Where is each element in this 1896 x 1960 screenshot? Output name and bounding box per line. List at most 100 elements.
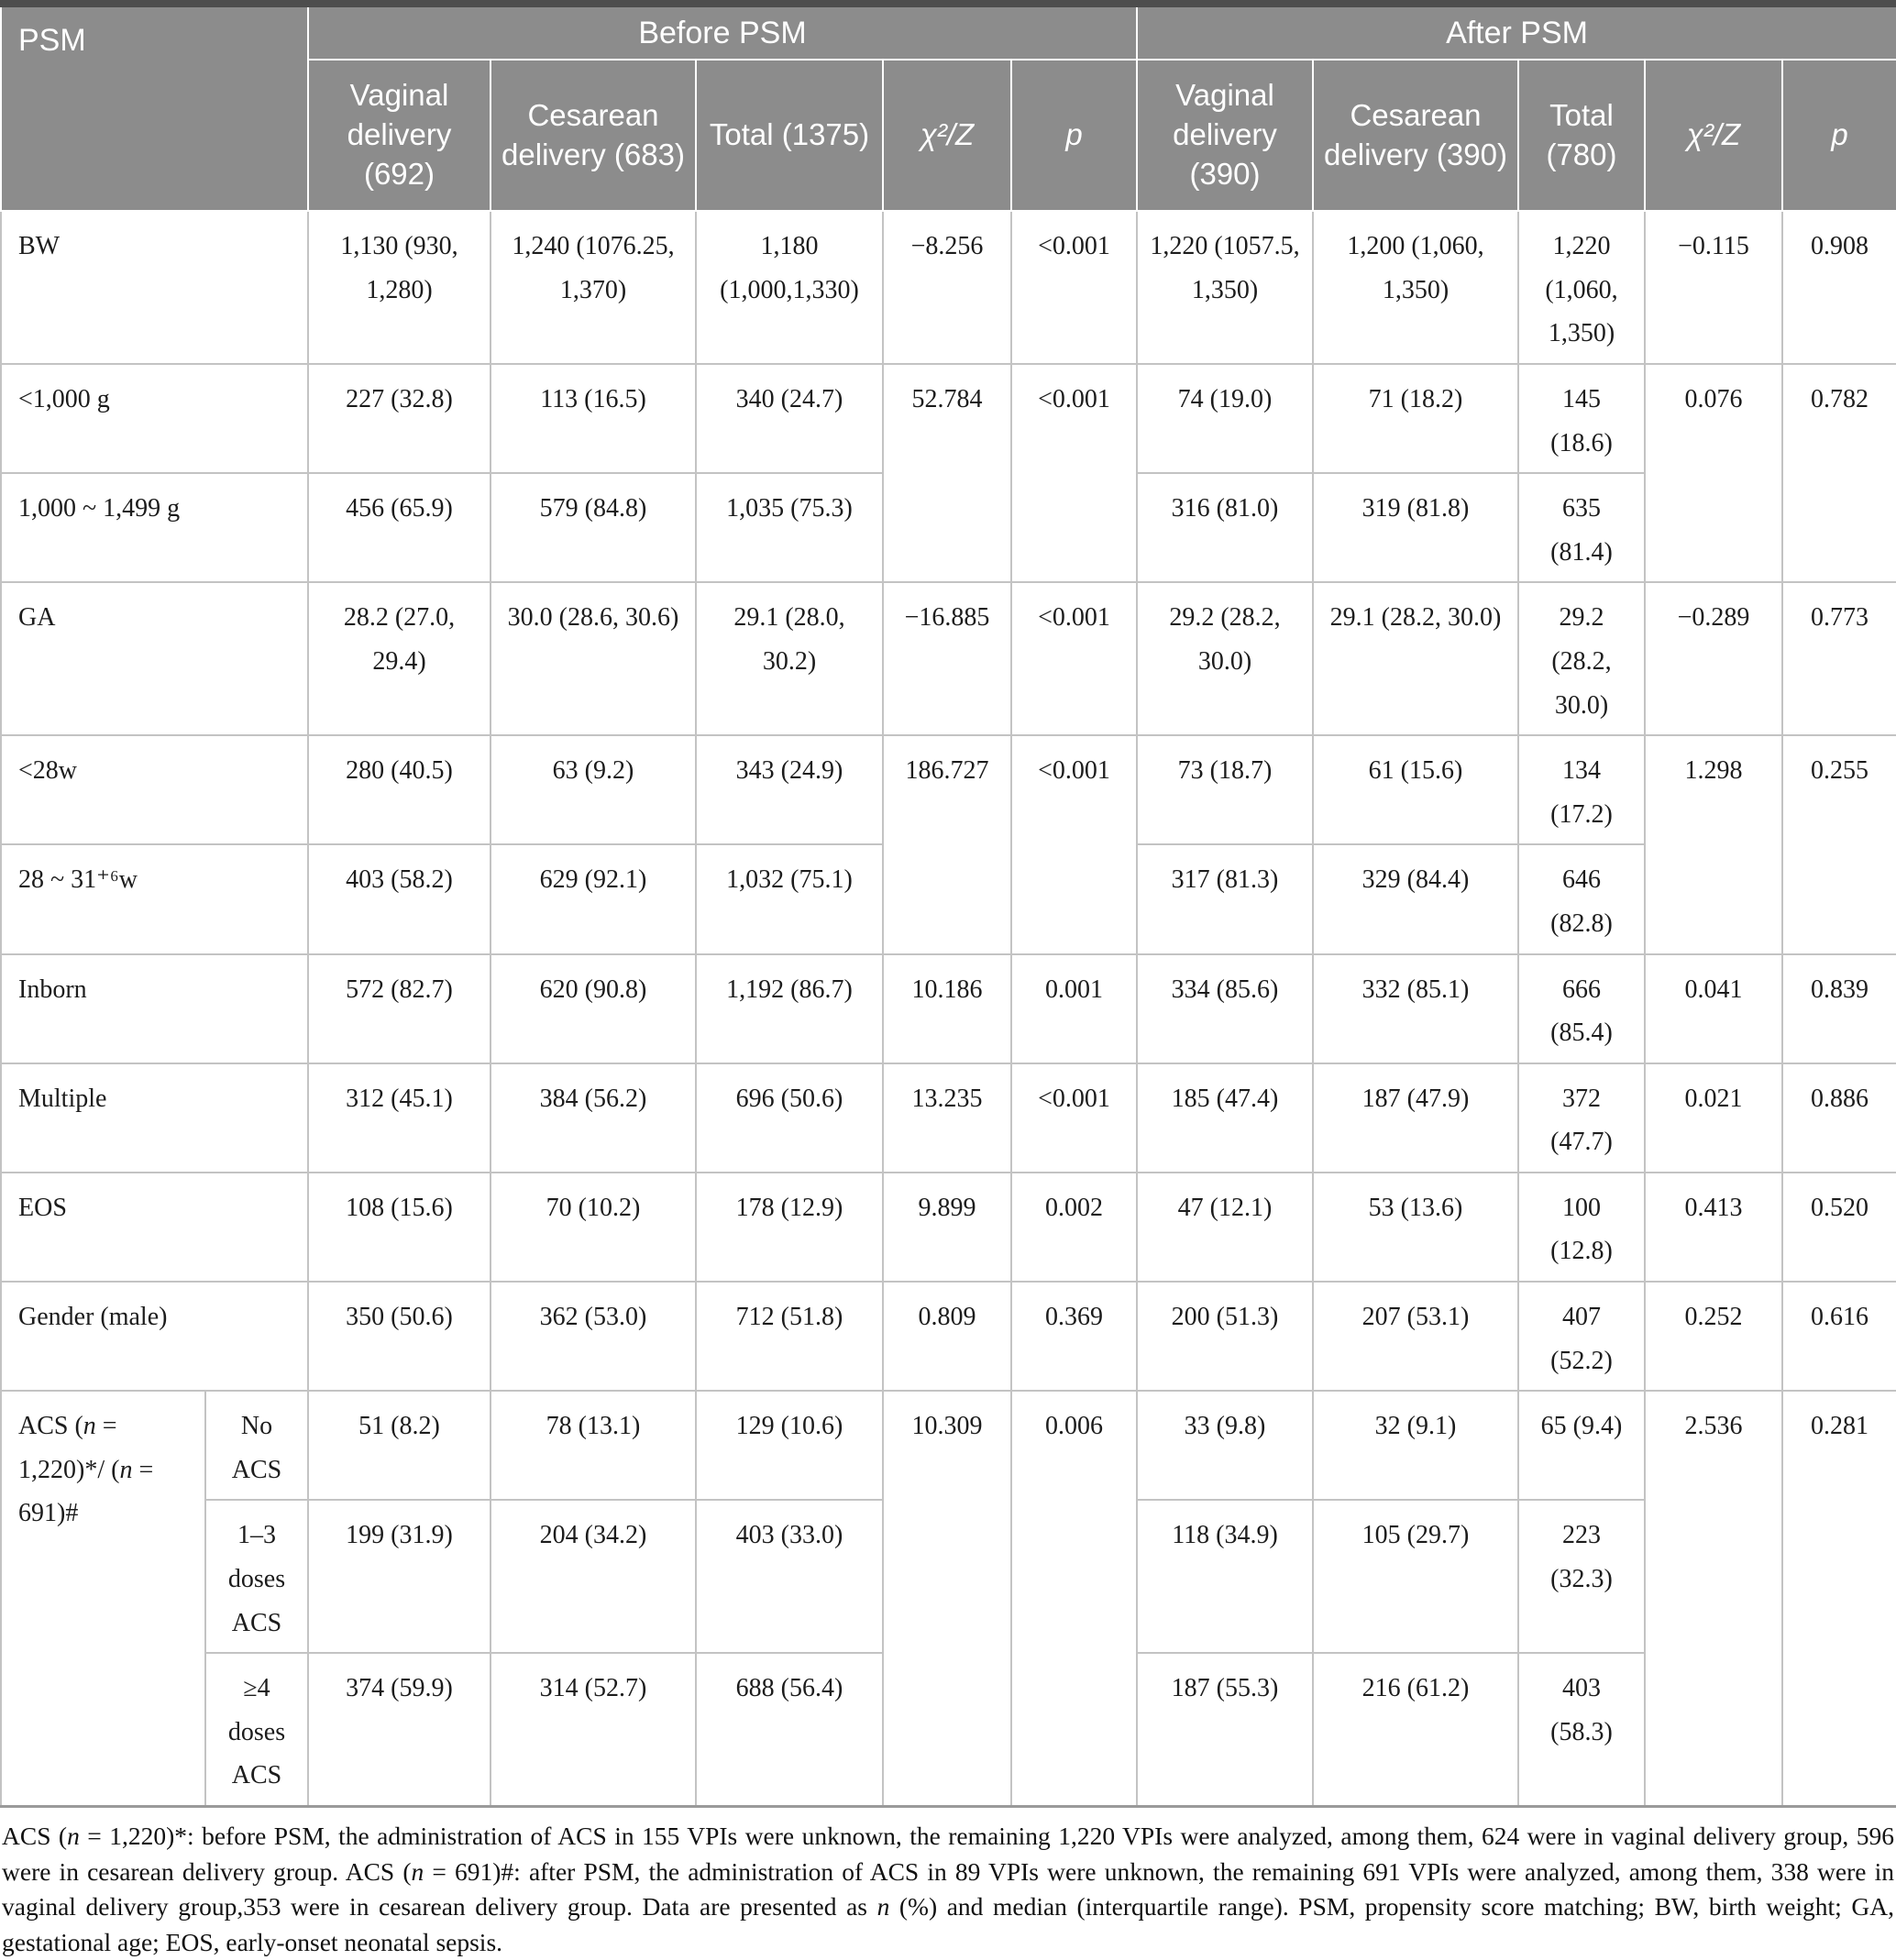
cell-eos-p-after: 0.520: [1780, 1171, 1896, 1283]
cell-acs-d4-vaginal-after: 187 (55.3): [1136, 1652, 1314, 1808]
cell-acs-d13-cesarean-after: 105 (29.7): [1312, 1499, 1519, 1655]
cell-ga-vaginal-before: 28.2 (27.0, 29.4): [307, 581, 491, 737]
cell-w2831-total-after: 646 (82.8): [1517, 843, 1646, 955]
cell-multiple-total-before: 696 (50.6): [695, 1062, 884, 1173]
cell-lt28w-total-after: 134 (17.2): [1517, 734, 1646, 846]
cell-eos-p-before: 0.002: [1010, 1171, 1138, 1283]
cell-eos-vaginal-before: 108 (15.6): [307, 1171, 491, 1283]
cell-multiple-total-after: 372 (47.7): [1517, 1062, 1646, 1173]
cell-bw-p-after: 0.908: [1780, 210, 1896, 365]
group-header-after-psm: After PSM: [1135, 2, 1896, 61]
cell-bw-p-before: <0.001: [1010, 210, 1138, 365]
cell-bw-total-after: 1,220 (1,060, 1,350): [1517, 210, 1646, 365]
cell-lt1000-total-after: 145 (18.6): [1517, 362, 1646, 475]
cell-ga-vaginal-after: 29.2 (28.2, 30.0): [1136, 581, 1314, 737]
cell-ga-cesarean-after: 29.1 (28.2, 30.0): [1312, 581, 1519, 737]
cell-lt1000-cesarean-before: 113 (16.5): [490, 362, 697, 475]
cell-gagroup-chi-before: 186.727: [882, 734, 1012, 955]
cell-w2831-cesarean-after: 329 (84.4): [1312, 843, 1519, 955]
table-row-lt1000g: <1,000 g 227 (32.8) 113 (16.5) 340 (24.7…: [0, 362, 1896, 584]
cell-w1000-vaginal-after: 316 (81.0): [1136, 472, 1314, 584]
cell-acs-d4-total-before: 688 (56.4): [695, 1652, 884, 1808]
cell-acs-no-cesarean-after: 32 (9.1): [1312, 1390, 1519, 1502]
cell-acs-d4-cesarean-before: 314 (52.7): [490, 1652, 697, 1808]
group-header-before-psm: Before PSM: [307, 2, 1138, 61]
row-label-acs: ACS (n = 1,220)*/ (n = 691)#: [0, 1390, 206, 1808]
col-header-cesarean-before: Cesarean delivery (683): [490, 59, 697, 213]
cell-gender-total-before: 712 (51.8): [695, 1281, 884, 1393]
cell-bw-cesarean-before: 1,240 (1076.25, 1,370): [490, 210, 697, 365]
cell-lt1000-cesarean-after: 71 (18.2): [1312, 362, 1519, 475]
cell-acs-d4-total-after: 403 (58.3): [1517, 1652, 1646, 1808]
cell-inborn-total-after: 666 (85.4): [1517, 952, 1646, 1064]
table-row-acs-no: ACS (n = 1,220)*/ (n = 691)# No ACS 51 (…: [0, 1390, 1896, 1808]
table-row-gender: Gender (male) 350 (50.6) 362 (53.0) 712 …: [0, 1281, 1896, 1393]
row-label-gender: Gender (male): [0, 1281, 309, 1393]
cell-inborn-cesarean-after: 332 (85.1): [1312, 952, 1519, 1064]
cell-w1000-cesarean-before: 579 (84.8): [490, 472, 697, 584]
table-row-multiple: Multiple 312 (45.1) 384 (56.2) 696 (50.6…: [0, 1062, 1896, 1173]
cell-inborn-p-before: 0.001: [1010, 952, 1138, 1064]
cell-acs-no-vaginal-after: 33 (9.8): [1136, 1390, 1314, 1502]
cell-multiple-vaginal-after: 185 (47.4): [1136, 1062, 1314, 1173]
cell-bwgroup-p-before: <0.001: [1010, 362, 1138, 584]
table-row-ga: GA 28.2 (27.0, 29.4) 30.0 (28.6, 30.6) 2…: [0, 581, 1896, 737]
cell-eos-chi-before: 9.899: [882, 1171, 1012, 1283]
cell-acs-d13-vaginal-before: 199 (31.9): [307, 1499, 491, 1655]
cell-ga-cesarean-before: 30.0 (28.6, 30.6): [490, 581, 697, 737]
cell-w2831-cesarean-before: 629 (92.1): [490, 843, 697, 955]
cell-gagroup-p-after: 0.255: [1780, 734, 1896, 955]
cell-ga-total-before: 29.1 (28.0, 30.2): [695, 581, 884, 737]
cell-eos-total-before: 178 (12.9): [695, 1171, 884, 1283]
cell-eos-cesarean-before: 70 (10.2): [490, 1171, 697, 1283]
cell-acs-d13-vaginal-after: 118 (34.9): [1136, 1499, 1314, 1655]
corner-header-psm: PSM: [0, 2, 309, 213]
cell-bw-chi-after: −0.115: [1644, 210, 1783, 365]
cell-bwgroup-chi-after: 0.076: [1644, 362, 1783, 584]
cell-gender-total-after: 407 (52.2): [1517, 1281, 1646, 1393]
cell-multiple-vaginal-before: 312 (45.1): [307, 1062, 491, 1173]
cell-w1000-total-before: 1,035 (75.3): [695, 472, 884, 584]
cell-ga-p-before: <0.001: [1010, 581, 1138, 737]
cell-lt28w-vaginal-before: 280 (40.5): [307, 734, 491, 846]
cell-eos-cesarean-after: 53 (13.6): [1312, 1171, 1519, 1283]
cell-acs-d13-total-after: 223 (32.3): [1517, 1499, 1646, 1655]
cell-gender-p-before: 0.369: [1010, 1281, 1138, 1393]
col-header-vaginal-after: Vaginal delivery (390): [1136, 59, 1314, 213]
cell-ga-p-after: 0.773: [1780, 581, 1896, 737]
row-label-eos: EOS: [0, 1171, 309, 1283]
cell-eos-vaginal-after: 47 (12.1): [1136, 1171, 1314, 1283]
table-row-acs-ge4: ≥4 doses ACS 374 (59.9) 314 (52.7) 688 (…: [1, 1652, 1896, 1808]
col-header-total-after: Total (780): [1517, 59, 1646, 213]
table-row-inborn: Inborn 572 (82.7) 620 (90.8) 1,192 (86.7…: [0, 952, 1896, 1064]
cell-gender-cesarean-after: 207 (53.1): [1312, 1281, 1519, 1393]
table-footnote: ACS (n = 1,220)*: before PSM, the admini…: [2, 1822, 1894, 1956]
cell-lt1000-vaginal-before: 227 (32.8): [307, 362, 491, 475]
cell-w2831-total-before: 1,032 (75.1): [695, 843, 884, 955]
cell-eos-chi-after: 0.413: [1644, 1171, 1783, 1283]
table-row-bw: BW 1,130 (930, 1,280) 1,240 (1076.25, 1,…: [0, 210, 1896, 365]
cell-bw-total-before: 1,180 (1,000,1,330): [695, 210, 884, 365]
cell-acs-no-total-after: 65 (9.4): [1517, 1390, 1646, 1502]
cell-lt1000-total-before: 340 (24.7): [695, 362, 884, 475]
cell-multiple-p-after: 0.886: [1780, 1062, 1896, 1173]
cell-gagroup-p-before: <0.001: [1010, 734, 1138, 955]
cell-inborn-p-after: 0.839: [1780, 952, 1896, 1064]
cell-w1000-total-after: 635 (81.4): [1517, 472, 1646, 584]
row-label-bw: BW: [0, 210, 309, 365]
cell-acs-d4-vaginal-before: 374 (59.9): [307, 1652, 491, 1808]
cell-ga-chi-after: −0.289: [1644, 581, 1783, 737]
table-row-acs-1-3: 1–3 doses ACS 199 (31.9) 204 (34.2) 403 …: [1, 1499, 1896, 1655]
col-header-cesarean-after: Cesarean delivery (390): [1312, 59, 1519, 213]
table-row-lt28w: <28w 280 (40.5) 63 (9.2) 343 (24.9) 186.…: [0, 734, 1896, 955]
cell-lt28w-cesarean-before: 63 (9.2): [490, 734, 697, 846]
cell-gender-chi-before: 0.809: [882, 1281, 1012, 1393]
cell-w2831-vaginal-after: 317 (81.3): [1136, 843, 1314, 955]
cell-gender-p-after: 0.616: [1780, 1281, 1896, 1393]
row-label-multiple: Multiple: [0, 1062, 309, 1173]
cell-lt28w-vaginal-after: 73 (18.7): [1136, 734, 1314, 846]
cell-lt1000-vaginal-after: 74 (19.0): [1136, 362, 1314, 475]
col-header-chi-z-before: χ²/Z: [882, 59, 1012, 213]
cell-acs-d4-cesarean-after: 216 (61.2): [1312, 1652, 1519, 1808]
cell-acs-d13-cesarean-before: 204 (34.2): [490, 1499, 697, 1655]
